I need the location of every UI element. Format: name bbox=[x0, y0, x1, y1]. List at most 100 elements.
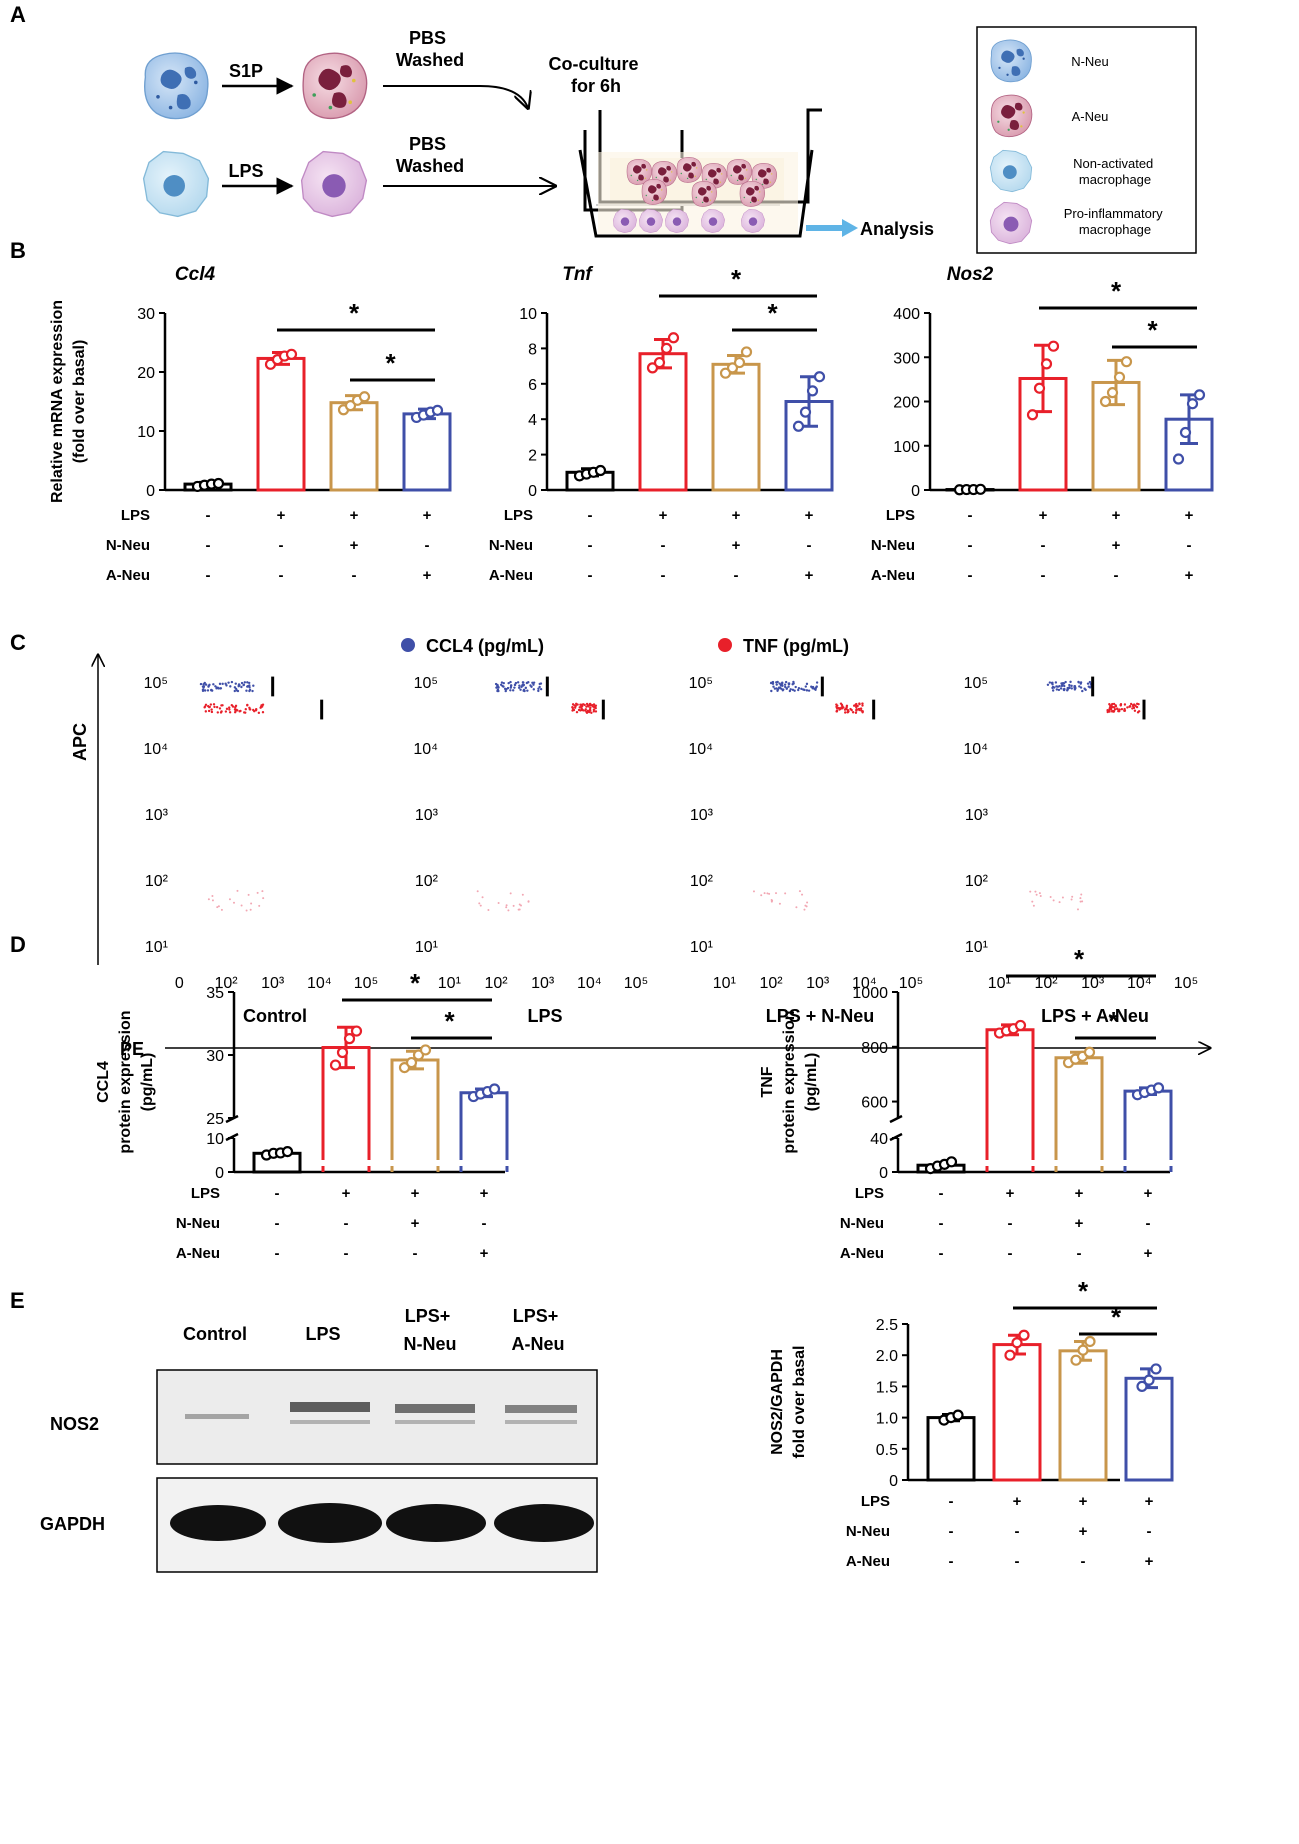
chart-title: Nos2 bbox=[947, 264, 994, 285]
data-point bbox=[1018, 1329, 1030, 1341]
data-point bbox=[1113, 371, 1126, 383]
data-point bbox=[646, 362, 659, 374]
n-neu-legend-icon bbox=[990, 39, 1032, 83]
y-axis-label: (fold over basal) bbox=[71, 340, 88, 464]
ccl4-event bbox=[520, 685, 523, 689]
bar-3 bbox=[1123, 1089, 1173, 1148]
x-tick-label: 10² bbox=[484, 975, 508, 992]
background-event bbox=[1080, 893, 1083, 896]
nos2-band-lower bbox=[505, 1420, 577, 1424]
ccl4-event bbox=[539, 682, 543, 685]
x-tick-label: 10³ bbox=[531, 975, 555, 992]
ccl4-event bbox=[1086, 682, 1090, 685]
y-tick-label: 10⁵ bbox=[964, 675, 988, 692]
background-event bbox=[795, 906, 798, 909]
ccl4-event bbox=[511, 689, 515, 692]
condition-value: - bbox=[661, 537, 666, 554]
condition-label: LPS bbox=[861, 1493, 890, 1510]
data-point bbox=[1004, 1349, 1016, 1361]
tnf-event bbox=[858, 702, 861, 705]
y-axis-label: CCL4 bbox=[95, 1061, 112, 1103]
background-event bbox=[262, 897, 265, 900]
tnf-event bbox=[589, 702, 592, 706]
condition-value: - bbox=[206, 537, 211, 554]
ccl4-event bbox=[214, 685, 217, 688]
tnf-event bbox=[591, 705, 594, 708]
background-event bbox=[527, 900, 530, 903]
ccl4-event bbox=[1077, 681, 1080, 684]
background-event bbox=[518, 903, 521, 906]
background-event bbox=[1079, 897, 1082, 900]
tnf-event bbox=[1126, 706, 1129, 709]
panel-label-b: B bbox=[10, 238, 26, 263]
tnf-event bbox=[1111, 702, 1114, 706]
tnf-event bbox=[838, 707, 841, 710]
y-tick-label: 0 bbox=[215, 1165, 224, 1182]
y-tick-label: 10² bbox=[690, 873, 714, 890]
ccl4-event bbox=[202, 686, 205, 689]
y-tick-label: 300 bbox=[893, 350, 920, 367]
a-neu-cell-icon bbox=[302, 52, 368, 120]
ccl4-event bbox=[230, 680, 234, 684]
ccl4-event bbox=[248, 689, 251, 693]
background-event bbox=[1081, 900, 1084, 903]
ccl4-event bbox=[518, 684, 521, 687]
tnf-event bbox=[213, 705, 216, 709]
condition-value: - bbox=[734, 567, 739, 584]
significance-star: * bbox=[1074, 944, 1085, 974]
y-tick-label: 10⁴ bbox=[688, 741, 713, 758]
tnf-event bbox=[210, 708, 213, 711]
ccl4-event bbox=[792, 680, 795, 684]
condition-value: - bbox=[949, 1493, 954, 1510]
data-point bbox=[719, 367, 732, 379]
flow-plot-label: LPS bbox=[527, 1006, 562, 1026]
tnf-event bbox=[845, 704, 849, 708]
ccl4-event bbox=[783, 683, 787, 686]
background-event bbox=[505, 906, 508, 909]
condition-label: LPS bbox=[121, 507, 150, 524]
condition-label: A-Neu bbox=[489, 567, 533, 584]
y-tick-label: 1000 bbox=[852, 985, 888, 1002]
y-tick-label: 0 bbox=[911, 483, 920, 500]
ccl4-event bbox=[531, 681, 534, 684]
condition-value: - bbox=[1008, 1245, 1013, 1262]
tnf-event bbox=[252, 708, 255, 712]
tnf-event bbox=[1112, 706, 1116, 709]
data-point bbox=[1186, 398, 1199, 410]
ccl4-event bbox=[229, 685, 232, 688]
tnf-event bbox=[1136, 711, 1140, 714]
condition-label: A-Neu bbox=[106, 567, 150, 584]
tnf-event bbox=[1120, 707, 1124, 711]
background-event bbox=[250, 902, 253, 905]
x-tick-label: 10⁵ bbox=[354, 975, 378, 992]
ccl4-event bbox=[1079, 686, 1083, 689]
ccl4-event bbox=[524, 686, 528, 690]
y-tick-label: 1.5 bbox=[876, 1379, 898, 1396]
ccl4-event bbox=[509, 680, 512, 684]
background-event bbox=[236, 889, 239, 892]
ccl4-event bbox=[1078, 685, 1081, 688]
y-tick-label: 10⁴ bbox=[963, 741, 988, 758]
condition-label: LPS bbox=[504, 507, 533, 524]
y-tick-label: 0 bbox=[146, 483, 155, 500]
flow-plot-label: LPS + N-Neu bbox=[766, 1006, 875, 1026]
condition-value: + bbox=[1112, 537, 1121, 554]
y-tick-label: 10³ bbox=[415, 807, 439, 824]
y-tick-label: 10⁵ bbox=[144, 675, 168, 692]
ccl4-event bbox=[526, 689, 529, 692]
gapdh-band-lps bbox=[278, 1503, 382, 1543]
background-event bbox=[258, 904, 261, 907]
ccl4-event bbox=[772, 685, 775, 688]
condition-value: - bbox=[1077, 1245, 1082, 1262]
ccl4-event bbox=[1059, 687, 1063, 690]
flow-plot-label: Control bbox=[243, 1006, 307, 1026]
condition-value: - bbox=[1015, 1553, 1020, 1570]
condition-value: + bbox=[1075, 1215, 1084, 1232]
ccl4-event bbox=[1088, 686, 1092, 689]
x-axis-label: PE bbox=[120, 1039, 144, 1059]
condition-value: + bbox=[1144, 1185, 1153, 1202]
gapdh-band-n-neu bbox=[386, 1504, 486, 1542]
x-tick-label: 10⁴ bbox=[852, 975, 877, 992]
lane-label: LPS+ N-Neu bbox=[404, 1306, 457, 1354]
